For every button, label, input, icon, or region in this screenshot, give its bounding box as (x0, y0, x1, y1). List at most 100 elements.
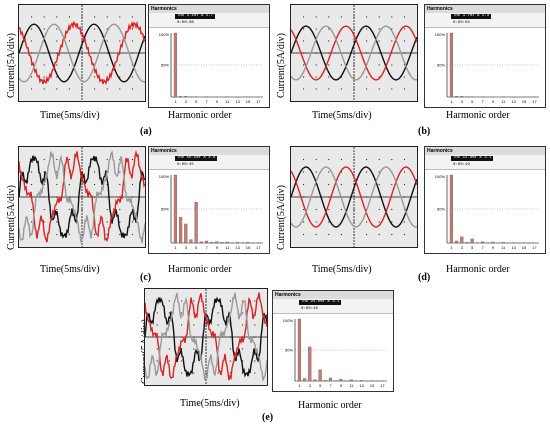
harmonics-panel-e: Harmonics THD 24.6%f A 3.1 0:00:16 100% 5… (272, 290, 394, 392)
harmonic-bar (173, 32, 177, 98)
grid-dot (168, 348, 170, 350)
grid-dot (119, 76, 121, 78)
grid-dot (315, 88, 317, 90)
harmonic-bar (480, 241, 485, 244)
grid-dot (315, 28, 317, 30)
thd-readout: THD 12.8%f A 3.1 (451, 156, 494, 161)
grid-dot (131, 40, 133, 42)
grid-dot (106, 158, 108, 161)
grid-dot (378, 158, 380, 161)
grid-dot (193, 300, 195, 302)
harmonic-tick-label: 17 (256, 245, 261, 250)
grid-dot (315, 233, 317, 236)
grid-dot (131, 16, 133, 18)
harmonic-bar (297, 318, 301, 382)
phase-current-trace (19, 23, 145, 83)
grid-dot (328, 40, 330, 42)
harmonic-tick-label: 7 (205, 245, 208, 250)
grid-dot (378, 16, 380, 18)
grid-dot (181, 372, 183, 374)
harmonic-bar (323, 380, 327, 382)
harmonic-bar (359, 380, 364, 382)
harmonic-bar (199, 241, 203, 244)
grid-dot (328, 183, 330, 186)
grid-dot (31, 183, 33, 186)
grid-dot (119, 171, 121, 173)
grid-dot (119, 88, 121, 90)
tick-label-50: 50% (161, 207, 169, 212)
harmonic-bar (349, 379, 353, 382)
grid-dot (328, 88, 330, 90)
harmonic-tick-label: 15 (522, 245, 527, 250)
harmonic-tick-label: 5 (195, 99, 198, 104)
grid-dot (403, 88, 405, 90)
grid-dot (94, 76, 96, 78)
harmonic-tick-label: 1 (298, 383, 301, 388)
harmonic-bar (313, 379, 317, 382)
tick-label-50: 50% (437, 63, 445, 68)
grid-dot (328, 158, 330, 161)
waveform-e (144, 288, 268, 386)
grid-dot (403, 171, 405, 173)
harmonic-tick-label: 3 (461, 245, 464, 250)
grid-dot (303, 233, 305, 236)
grid-dot (340, 88, 342, 90)
grid-dot (56, 208, 58, 211)
harmonic-tick-label: 15 (522, 99, 527, 104)
grid-dot (254, 300, 256, 302)
grid-dot (106, 233, 108, 236)
grid-dot (353, 208, 355, 211)
harmonic-tick-label: 15 (246, 245, 251, 250)
grid-dot (31, 221, 33, 223)
grid-dot (391, 40, 393, 42)
grid-dot (181, 312, 183, 314)
grid-dot (378, 183, 380, 186)
grid-dot (378, 88, 380, 90)
time-axis-label: Time(5ms/div) (180, 398, 240, 409)
harmonic-bar (318, 369, 322, 382)
grid-dot (43, 88, 45, 90)
grid-dot (403, 76, 405, 78)
grid-dot (366, 183, 368, 186)
grid-dot (181, 324, 183, 326)
grid-dot (378, 28, 380, 30)
harmonic-bar (303, 378, 307, 382)
waveform-a (18, 4, 146, 102)
grid-dot (68, 88, 70, 90)
grid-dot (94, 16, 96, 18)
grid-dot (156, 348, 158, 350)
grid-dot (366, 221, 368, 223)
harmonic-tick-label: 17 (532, 99, 537, 104)
timer-readout: 0:00:19 (453, 163, 470, 167)
grid-dot (106, 208, 108, 211)
harmonic-axis-label: Harmonic order (168, 110, 232, 121)
grid-dot (119, 183, 121, 186)
harmonic-tick-label: 7 (481, 99, 484, 104)
grid-dot (328, 221, 330, 223)
harmonic-tick-label: 11 (501, 245, 506, 250)
harmonic-tick-label: 7 (329, 383, 332, 388)
harmonic-tick-label: 3 (461, 99, 464, 104)
harmonic-bar (455, 96, 459, 98)
harmonic-tick-label: 11 (225, 245, 230, 250)
grid-dot (403, 183, 405, 186)
grid-dot (56, 88, 58, 90)
grid-dot (131, 76, 133, 78)
grid-dot (131, 233, 133, 236)
grid-dot (131, 28, 133, 30)
harmonic-axis-label: Harmonic order (446, 264, 510, 275)
grid-dot (56, 158, 58, 161)
grid-dot (68, 158, 70, 161)
grid-dot (242, 312, 244, 314)
grid-dot (56, 221, 58, 223)
grid-dot (81, 208, 83, 211)
harmonic-bar (225, 241, 229, 244)
harmonic-tick-label: 5 (195, 245, 198, 250)
harmonic-tick-label: 13 (235, 99, 240, 104)
grid-dot (229, 348, 231, 350)
grid-dot (193, 348, 195, 350)
harmonic-tick-label: 15 (246, 99, 251, 104)
harmonic-bar (184, 223, 188, 244)
grid-dot (328, 208, 330, 211)
grid-dot (56, 16, 58, 18)
